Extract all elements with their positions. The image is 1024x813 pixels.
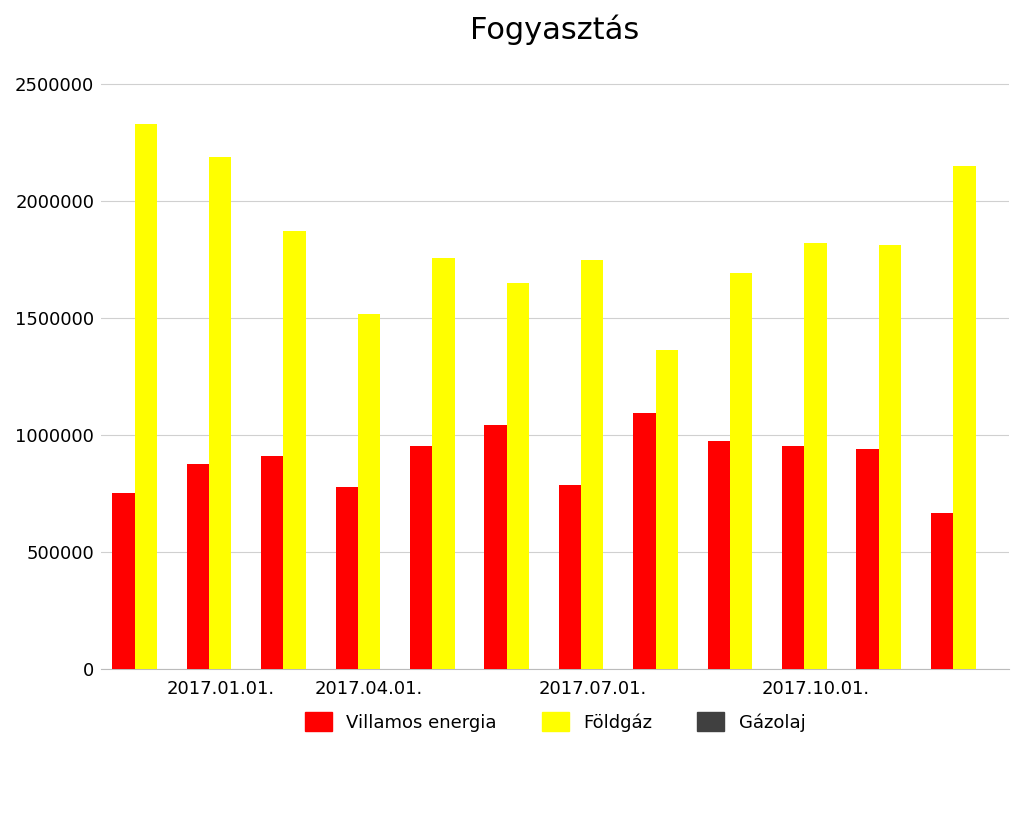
Bar bbox=[507, 283, 529, 669]
Legend: Villamos energia, Földgáz, Gázolaj: Villamos energia, Földgáz, Gázolaj bbox=[297, 705, 813, 739]
Bar bbox=[953, 166, 976, 669]
Bar bbox=[856, 449, 879, 669]
Title: Fogyasztás: Fogyasztás bbox=[470, 15, 640, 46]
Bar bbox=[135, 124, 157, 669]
Bar bbox=[633, 412, 655, 669]
Bar bbox=[186, 464, 209, 669]
Bar bbox=[209, 158, 231, 669]
Bar bbox=[484, 425, 507, 669]
Bar bbox=[336, 487, 358, 669]
Bar bbox=[931, 513, 953, 669]
Bar bbox=[730, 273, 753, 669]
Bar bbox=[358, 315, 380, 669]
Bar bbox=[879, 246, 901, 669]
Bar bbox=[782, 446, 805, 669]
Bar bbox=[261, 456, 284, 669]
Bar bbox=[410, 446, 432, 669]
Bar bbox=[432, 258, 455, 669]
Bar bbox=[708, 441, 730, 669]
Bar bbox=[805, 243, 826, 669]
Bar bbox=[582, 260, 603, 669]
Bar bbox=[559, 485, 582, 669]
Bar bbox=[113, 493, 135, 669]
Bar bbox=[655, 350, 678, 669]
Bar bbox=[284, 231, 306, 669]
